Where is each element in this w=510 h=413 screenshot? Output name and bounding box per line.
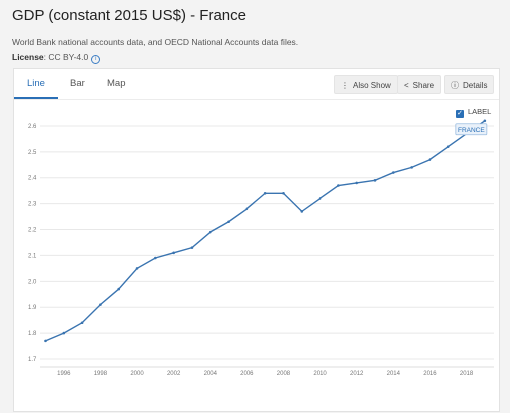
data-point[interactable]	[44, 339, 47, 343]
series-line	[45, 120, 486, 342]
x-tick-label: 2014	[387, 371, 401, 377]
y-axis-ticks: 1.7 1.8 1.9 2.0 2.1 2.2 2.3 2.4 2.5 2.6	[28, 124, 37, 363]
chart-grid	[40, 125, 494, 368]
x-tick-label: 2016	[423, 371, 437, 377]
data-point[interactable]	[245, 207, 249, 211]
data-point[interactable]	[318, 197, 322, 200]
page-subtitle: World Bank national accounts data, and O…	[12, 37, 299, 47]
data-point[interactable]	[208, 230, 212, 234]
active-tab-indicator	[14, 97, 58, 99]
data-point[interactable]	[355, 181, 359, 185]
data-point[interactable]	[135, 267, 139, 270]
series-group: FRANCE	[44, 119, 488, 343]
data-point[interactable]	[263, 191, 267, 195]
more-vertical-icon: ⋮	[341, 81, 349, 90]
share-icon: <	[404, 81, 409, 90]
x-tick-label: 2006	[240, 371, 254, 377]
y-tick-label: 2.4	[28, 176, 37, 182]
data-point[interactable]	[446, 145, 450, 148]
y-tick-label: 2.3	[28, 202, 37, 208]
x-tick-label: 2008	[277, 371, 291, 377]
data-point[interactable]	[154, 256, 157, 260]
page-title: GDP (constant 2015 US$) - France	[12, 7, 246, 24]
line-chart: 1.7 1.8 1.9 2.0 2.1 2.2 2.3 2.4 2.5 2.6 1996 1998 2…	[28, 119, 494, 377]
share-button[interactable]: < Share	[397, 75, 442, 94]
x-tick-label: 1998	[94, 371, 108, 377]
info-icon[interactable]: i	[91, 55, 101, 64]
data-point[interactable]	[483, 119, 487, 123]
also-show-button[interactable]: ⋮ Also Show	[334, 75, 398, 94]
label-toggle[interactable]: ✓ LABEL	[456, 107, 491, 118]
data-point[interactable]	[62, 331, 66, 335]
series-tag-label: FRANCE	[458, 127, 485, 134]
data-point[interactable]	[300, 210, 304, 213]
x-tick-label: 2012	[350, 371, 364, 377]
x-tick-label: 2018	[460, 371, 474, 377]
x-axis-ticks: 1996 1998 2000 2002 2004 2006 2008 2010 2012 2014…	[57, 371, 474, 377]
data-point[interactable]	[227, 220, 230, 224]
data-point[interactable]	[172, 251, 175, 255]
info-circle-icon: ⓘ	[451, 81, 459, 90]
details-button[interactable]: ⓘ Details	[444, 75, 495, 94]
license-value: : CC BY-4.0	[43, 52, 89, 62]
y-tick-label: 2.0	[28, 279, 37, 285]
series-tag	[455, 123, 488, 136]
data-point[interactable]	[282, 191, 285, 195]
x-tick-label: 2004	[204, 371, 218, 377]
y-tick-label: 1.8	[28, 331, 37, 337]
share-label: Share	[412, 81, 435, 90]
data-point[interactable]	[80, 321, 84, 325]
x-tick-label: 2002	[167, 371, 181, 377]
y-tick-label: 1.9	[28, 305, 37, 311]
y-tick-label: 2.2	[28, 228, 37, 234]
y-tick-label: 1.7	[28, 357, 37, 363]
chart-tabs: Line Bar Map ⋮ Also Show < Share ⓘ Details	[14, 69, 499, 99]
tabs-divider	[14, 99, 499, 100]
data-point[interactable]	[99, 303, 102, 306]
x-tick-label: 2000	[130, 371, 144, 377]
data-point[interactable]	[190, 246, 194, 249]
y-tick-label: 2.6	[28, 124, 37, 130]
data-point[interactable]	[428, 158, 432, 161]
x-tick-label: 2010	[313, 371, 327, 377]
license: License: CC BY-4.0 i	[12, 52, 101, 64]
y-tick-label: 2.5	[28, 150, 37, 156]
tab-line[interactable]: Line	[27, 78, 45, 89]
details-label: Details	[463, 81, 488, 90]
data-point[interactable]	[410, 166, 413, 169]
also-show-label: Also Show	[353, 81, 391, 90]
label-checkbox[interactable]: ✓	[456, 110, 464, 118]
x-tick-label: 1996	[57, 371, 71, 377]
data-point[interactable]	[373, 179, 377, 182]
y-tick-label: 2.1	[28, 253, 37, 259]
label-toggle-text: LABEL	[468, 107, 492, 116]
data-point[interactable]	[392, 171, 395, 174]
tab-bar[interactable]: Bar	[70, 78, 85, 89]
license-label: License	[12, 52, 44, 62]
chart-card: Line Bar Map ⋮ Also Show < Share ⓘ Details …	[13, 68, 500, 412]
data-point[interactable]	[117, 287, 121, 291]
tab-map[interactable]: Map	[107, 78, 126, 89]
data-point[interactable]	[337, 184, 340, 187]
